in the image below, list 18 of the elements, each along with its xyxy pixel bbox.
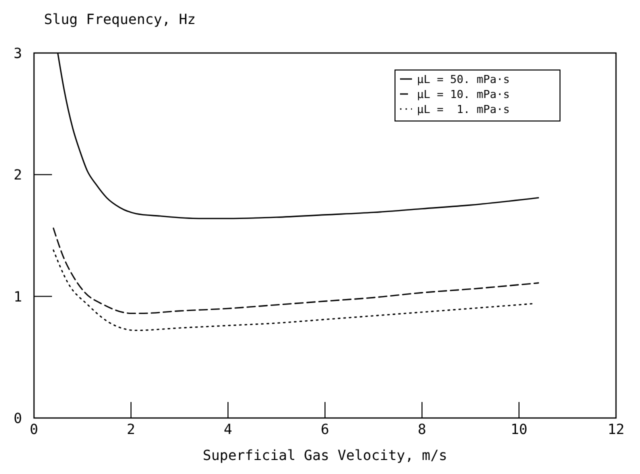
y-tick-label: 2 bbox=[14, 168, 22, 184]
legend-label: μL = 50. mPa·s bbox=[417, 73, 510, 86]
x-tick-label: 2 bbox=[126, 422, 136, 438]
legend-label: μL = 1. mPa·s bbox=[417, 103, 510, 116]
y-tick-label: 0 bbox=[14, 411, 22, 427]
line-series bbox=[52, 228, 540, 314]
x-tick-label: 0 bbox=[30, 422, 38, 438]
x-tick-label: 12 bbox=[608, 422, 624, 438]
x-tick-label: 10 bbox=[510, 422, 528, 438]
y-axis-title: Slug Frequency, Hz bbox=[44, 12, 196, 28]
legend-label: μL = 10. mPa·s bbox=[417, 88, 510, 101]
x-tick-label: 8 bbox=[418, 422, 426, 438]
y-tick-label: 1 bbox=[14, 289, 22, 306]
x-axis-title: Superficial Gas Velocity, m/s bbox=[202, 448, 448, 464]
line-series bbox=[52, 249, 534, 332]
x-tick-label: 6 bbox=[320, 422, 330, 438]
y-tick-label: 3 bbox=[14, 46, 22, 62]
x-tick-label: 4 bbox=[224, 422, 232, 438]
